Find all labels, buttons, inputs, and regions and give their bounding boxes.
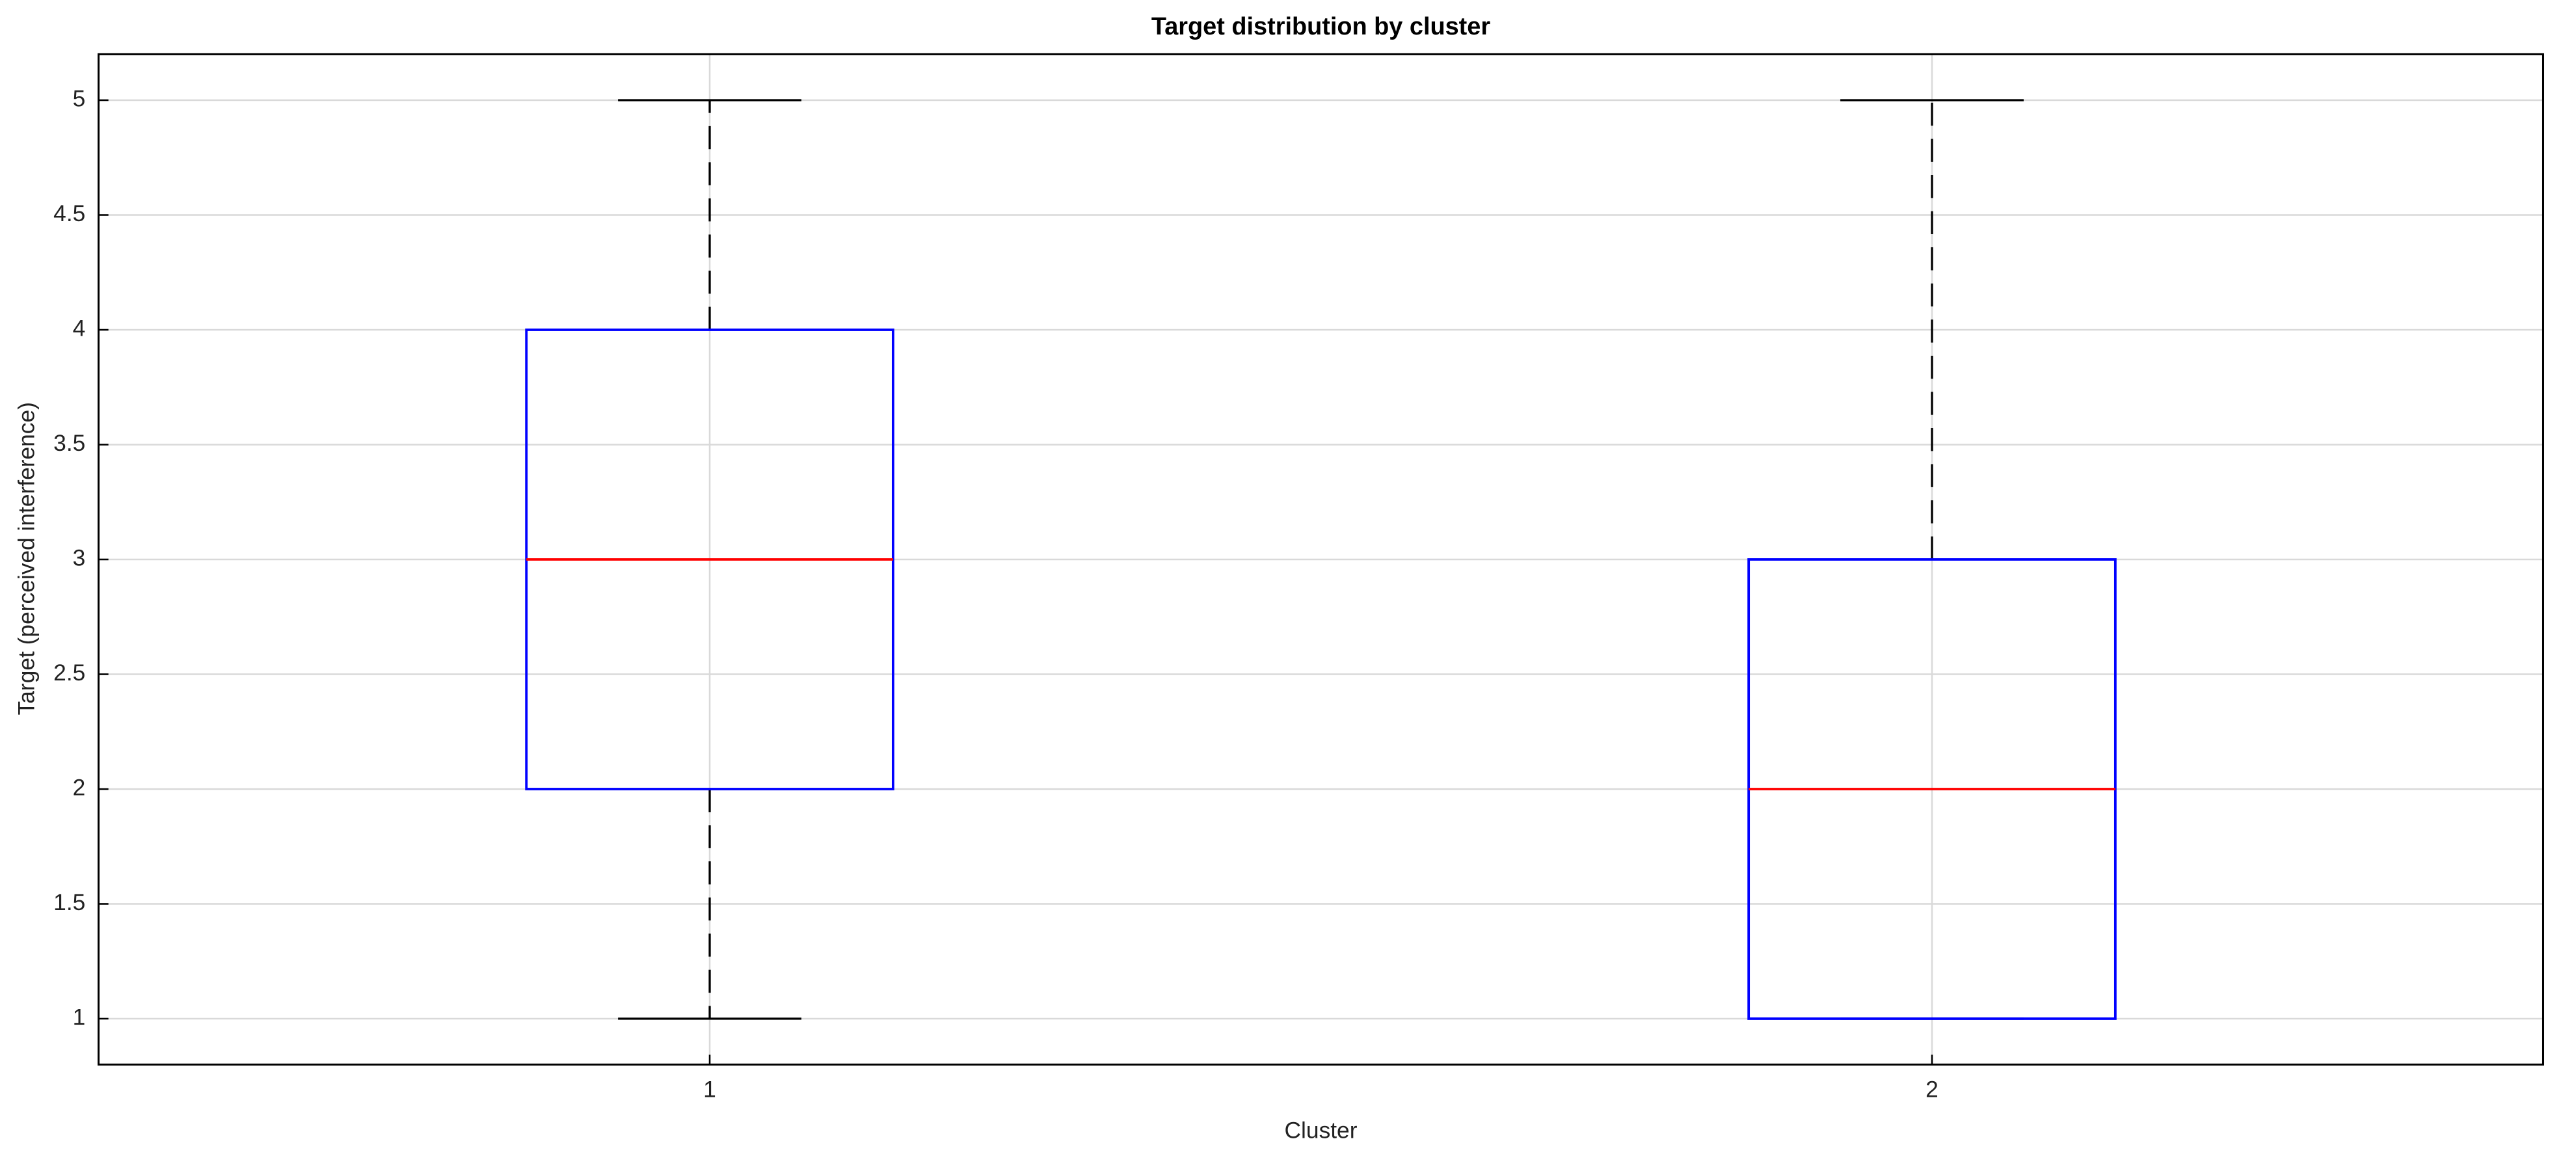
plot-frame — [98, 53, 2545, 1066]
y-tick-label: 3.5 — [53, 431, 85, 456]
x-tick-label: 1 — [703, 1077, 716, 1102]
y-tick-label: 2.5 — [53, 660, 85, 686]
y-tick-label: 4 — [73, 315, 86, 341]
x-axis-label: Cluster — [1285, 1118, 1358, 1143]
y-tick-label: 5 — [73, 86, 86, 111]
x-tick-label: 2 — [1925, 1077, 1939, 1102]
y-tick-label: 3 — [73, 545, 86, 570]
y-tick-label: 2 — [73, 775, 86, 800]
y-tick-label: 4.5 — [53, 201, 85, 226]
y-axis-label: Target (perceived interference) — [14, 402, 39, 715]
y-tick-label: 1 — [73, 1004, 86, 1030]
y-tick-label: 1.5 — [53, 890, 85, 915]
chart-title: Target distribution by cluster — [1151, 13, 1490, 40]
